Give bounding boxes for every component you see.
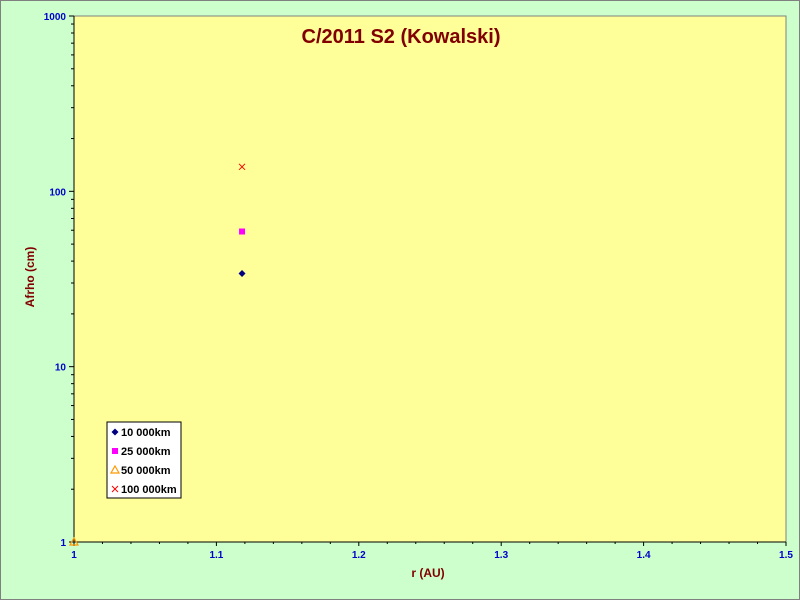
tick-marks [69,15,787,546]
data-point-series-1 [238,269,246,277]
x-tick-label: 1.2 [352,550,366,561]
legend-box [106,421,182,499]
axes [73,16,786,543]
legend-marker-4-stroke [111,485,119,493]
legend-marker-1 [111,428,119,436]
legend: 10 000km 25 000km 50 000km 100 000km [106,421,182,499]
legend-marker-3 [109,464,121,474]
data-point-series-4-stroke [238,163,246,171]
legend-label-1: 10 000km [121,427,171,439]
x-tick-label: 1 [71,550,77,561]
legend-label-4: 100 000km [121,484,177,496]
x-tick-label: 1.4 [637,550,651,561]
x-tick-label: 1.5 [779,550,793,561]
data-points [68,163,246,546]
data-point-series-3 [68,536,80,546]
data-point-series-4 [238,163,246,171]
y-tick-label: 1000 [44,12,67,23]
x-axis-label: r (AU) [411,566,444,580]
data-point-series-2 [239,228,246,235]
legend-label-2: 25 000km [121,446,171,458]
x-tick-label: 1.3 [494,550,508,561]
legend-label-3: 50 000km [121,465,171,477]
y-tick-label: 10 [55,363,67,374]
x-tick-label: 1.1 [209,550,223,561]
y-axis-label: Afrho (cm) [23,247,37,308]
chart-title: C/2011 S2 (Kowalski) [302,26,501,48]
legend-marker-2 [112,448,118,454]
y-tick-label: 1 [60,538,66,549]
legend-marker-4 [111,485,119,493]
plot-area [73,15,787,543]
y-tick-label: 100 [49,187,66,198]
